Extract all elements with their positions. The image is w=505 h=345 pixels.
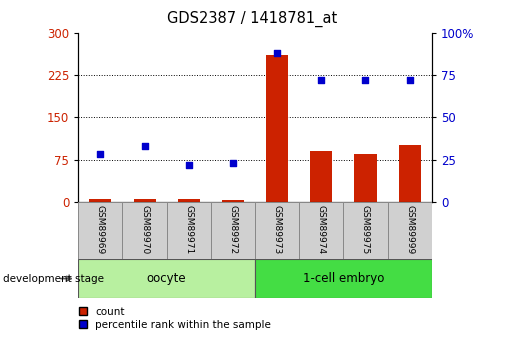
Point [362,77,370,83]
Text: GDS2387 / 1418781_at: GDS2387 / 1418781_at [167,10,338,27]
Bar [355,154,377,202]
Text: GSM89972: GSM89972 [228,205,237,254]
Bar [133,199,156,202]
Text: GSM89969: GSM89969 [96,205,105,254]
Text: development stage: development stage [3,274,104,284]
Text: GSM89975: GSM89975 [361,205,370,254]
Bar [398,146,421,202]
Bar [255,259,432,298]
Point [96,152,105,157]
Bar [89,199,112,202]
Bar [123,202,167,259]
Bar [78,259,255,298]
Bar [78,202,123,259]
Point [273,50,281,56]
Text: GSM89973: GSM89973 [273,205,282,254]
Text: GSM89974: GSM89974 [317,205,326,254]
Text: GSM89970: GSM89970 [140,205,149,254]
Legend: count, percentile rank within the sample: count, percentile rank within the sample [78,307,271,330]
Bar [178,199,200,202]
Bar [255,202,299,259]
Text: GSM89971: GSM89971 [184,205,193,254]
Bar [299,202,343,259]
Point [229,160,237,166]
Point [406,77,414,83]
Text: oocyte: oocyte [147,272,186,285]
Point [185,162,193,167]
Text: GSM89999: GSM89999 [405,205,414,254]
Bar [388,202,432,259]
Text: 1-cell embryo: 1-cell embryo [302,272,384,285]
Bar [211,202,255,259]
Bar [167,202,211,259]
Bar [310,151,332,202]
Bar [343,202,388,259]
Point [140,143,148,149]
Point [317,77,325,83]
Bar [222,200,244,202]
Bar [266,55,288,202]
